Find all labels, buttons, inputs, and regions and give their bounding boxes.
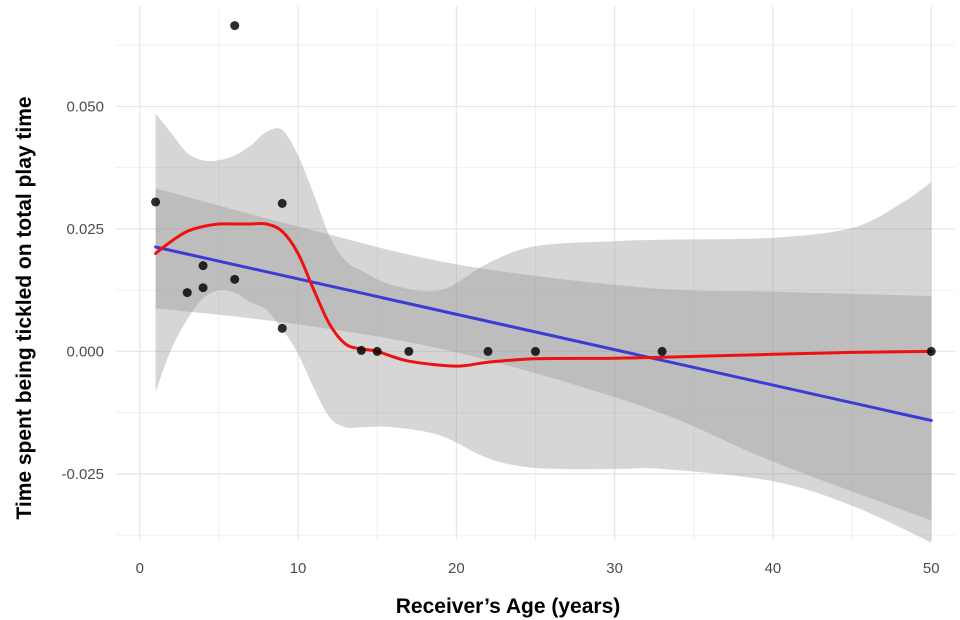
y-axis-ticks: -0.025 0.000 0.025 0.050 xyxy=(61,98,104,482)
data-point xyxy=(151,197,161,207)
linear-fit-line xyxy=(154,245,933,422)
x-tick-label: 20 xyxy=(448,560,465,577)
y-tick-label: 0.025 xyxy=(66,221,104,238)
data-point xyxy=(926,346,936,356)
data-point xyxy=(182,288,192,298)
data-point xyxy=(230,21,240,31)
smooth-fit-confidence-band xyxy=(155,113,932,543)
confidence-bands xyxy=(155,113,932,543)
x-axis-ticks: 0 10 20 30 40 50 xyxy=(136,560,940,577)
data-point xyxy=(198,261,208,271)
data-point xyxy=(372,346,382,356)
fit-lines xyxy=(154,221,933,422)
data-point xyxy=(277,323,287,333)
data-points xyxy=(151,21,936,356)
data-point xyxy=(404,346,414,356)
x-tick-label: 50 xyxy=(923,560,940,577)
data-point xyxy=(277,198,287,208)
minor-gridlines xyxy=(116,6,955,540)
data-point xyxy=(356,345,366,355)
x-tick-label: 40 xyxy=(765,560,782,577)
data-point xyxy=(483,346,493,356)
y-tick-label: -0.025 xyxy=(61,466,104,483)
y-axis-title: Time spent being tickled on total play t… xyxy=(13,96,36,519)
data-point xyxy=(198,283,208,293)
smooth-fit-line xyxy=(154,221,933,368)
data-point xyxy=(657,346,667,356)
y-tick-label: 0.050 xyxy=(66,98,104,115)
x-tick-label: 0 xyxy=(136,560,144,577)
data-point xyxy=(531,346,540,356)
linear-fit-confidence-band xyxy=(155,188,932,521)
x-tick-label: 10 xyxy=(290,560,307,577)
x-tick-label: 30 xyxy=(606,560,623,577)
data-point xyxy=(230,274,240,284)
y-tick-label: 0.000 xyxy=(66,343,104,360)
x-axis-title: Receiver’s Age (years) xyxy=(396,595,621,618)
